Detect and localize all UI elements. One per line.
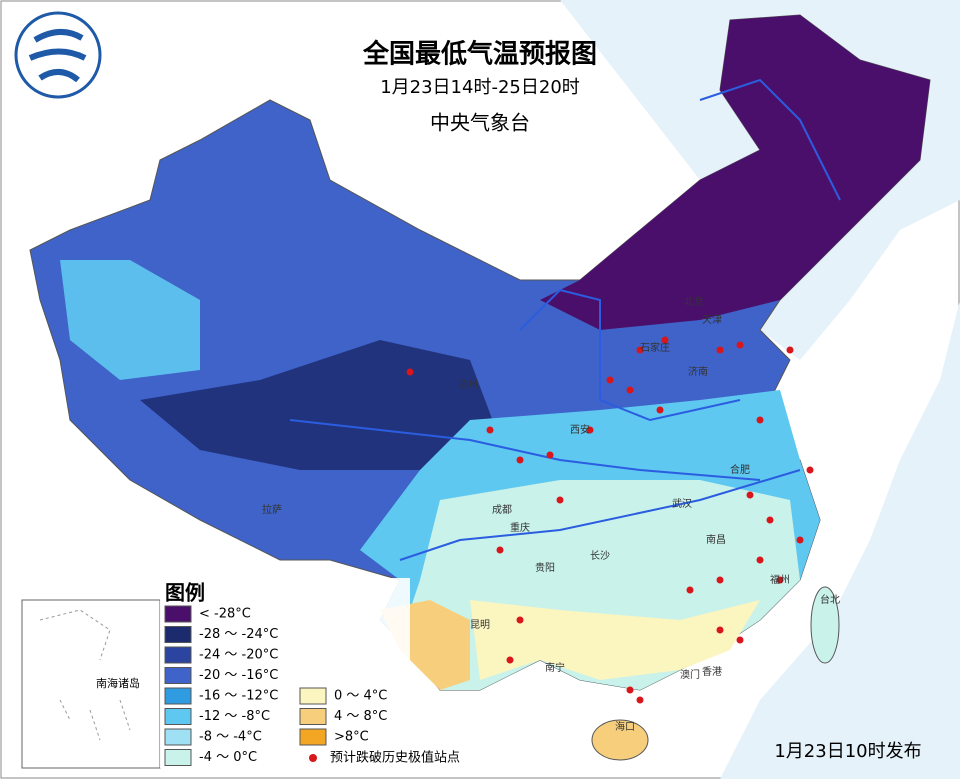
logo-mark (28, 29, 87, 83)
record-station (786, 346, 794, 354)
inset-label: 南海诸岛 (96, 676, 140, 690)
legend-swatch (164, 605, 192, 623)
record-station (586, 426, 594, 434)
legend-label: -12 ～ -8°C (199, 709, 270, 724)
record-station (806, 466, 814, 474)
inset-box (21, 599, 161, 769)
record-station (746, 491, 754, 499)
record-station (496, 546, 504, 554)
city-label: 兰州 (458, 378, 478, 391)
city-label: 香港 (702, 666, 722, 678)
legend-swatch (164, 708, 192, 725)
legend: < -28°C -28 ～ -24°C -24 ～ -20°C -20 ～ -16°C… (164, 605, 460, 766)
basin-zone (60, 260, 200, 380)
city-label: 济南 (688, 365, 708, 378)
record-station (716, 626, 724, 634)
record-station (756, 416, 764, 424)
record-station (716, 576, 724, 584)
legend-swatch (164, 667, 192, 684)
city-label: 北京 (684, 295, 704, 308)
record-station (686, 586, 694, 594)
city-label: 石家庄 (640, 341, 670, 354)
legend-swatch (299, 687, 327, 705)
legend-box (160, 578, 410, 768)
coldest-zone (540, 15, 930, 330)
city-label: 海口 (615, 720, 635, 733)
city-label: 台北 (820, 593, 840, 606)
record-station (796, 536, 804, 544)
record-stations (406, 336, 814, 704)
city-label: 成都 (492, 504, 512, 516)
record-station (716, 346, 724, 354)
city-label: 天津 (702, 314, 722, 326)
legend-label: 预计跌破历史极值站点 (330, 750, 460, 766)
record-station (606, 376, 614, 384)
issued-time: 1月23日10时发布 (774, 741, 921, 762)
legend-label: 4 ～ 8°C (334, 709, 387, 724)
record-station (736, 636, 744, 644)
record-station (506, 656, 514, 664)
legend-label: -28 ～ -24°C (199, 627, 278, 642)
legend-swatch (299, 728, 327, 746)
legend-swatch (164, 626, 192, 643)
record-station (406, 368, 414, 376)
record-station (661, 336, 669, 344)
record-station (516, 456, 524, 464)
legend-label: >8°C (334, 730, 369, 745)
city-label: 澳门 (680, 668, 700, 681)
city-label: 昆明 (470, 619, 490, 631)
city-label: 武汉 (672, 497, 692, 510)
record-station (626, 686, 634, 694)
legend-label: < -28°C (199, 607, 251, 622)
city-label: 南宁 (545, 661, 565, 674)
logo (14, 11, 102, 99)
legend-label: -20 ～ -16°C (199, 668, 278, 683)
legend-swatch (164, 646, 192, 664)
legend-label: -8 ～ -4°C (199, 730, 262, 745)
legend-swatch (164, 687, 192, 705)
record-station (636, 346, 644, 354)
legend-label: -24 ～ -20°C (199, 648, 278, 663)
legend-swatch (299, 708, 327, 725)
legend-title: 图例 (165, 581, 205, 605)
record-station (556, 496, 564, 504)
record-station (636, 696, 644, 704)
legend-marker (309, 754, 317, 762)
city-label: 福州 (770, 573, 790, 586)
title: 全国最低气温预报图 (362, 39, 597, 70)
record-station (766, 516, 774, 524)
issuer: 中央气象台 (430, 111, 530, 135)
record-station (756, 556, 764, 564)
record-station (656, 406, 664, 414)
city-label: 拉萨 (262, 503, 282, 516)
record-station (736, 341, 744, 349)
record-station (486, 426, 494, 434)
taiwan (810, 586, 840, 664)
legend-swatch (164, 749, 192, 766)
warm-zone (470, 600, 760, 680)
city-label: 西安 (570, 423, 590, 436)
city-label: 重庆 (510, 521, 530, 534)
city-label: 合肥 (730, 463, 750, 476)
legend-swatch (164, 728, 192, 746)
city-label: 长沙 (590, 550, 610, 562)
legend-label: -16 ～ -12°C (199, 689, 278, 704)
record-station (626, 386, 634, 394)
rivers (289, 78, 841, 561)
record-station (546, 451, 554, 459)
china-map (29, 14, 931, 761)
city-label: 南昌 (706, 533, 726, 546)
record-station (776, 576, 784, 584)
record-station (516, 616, 524, 624)
legend-label: -4 ～ 0°C (199, 750, 257, 765)
hainan (591, 719, 649, 761)
city-label: 贵阳 (535, 561, 555, 574)
subtitle: 1月23日14时-25日20时 (380, 77, 580, 98)
legend-label: 0 ～ 4°C (334, 689, 387, 704)
